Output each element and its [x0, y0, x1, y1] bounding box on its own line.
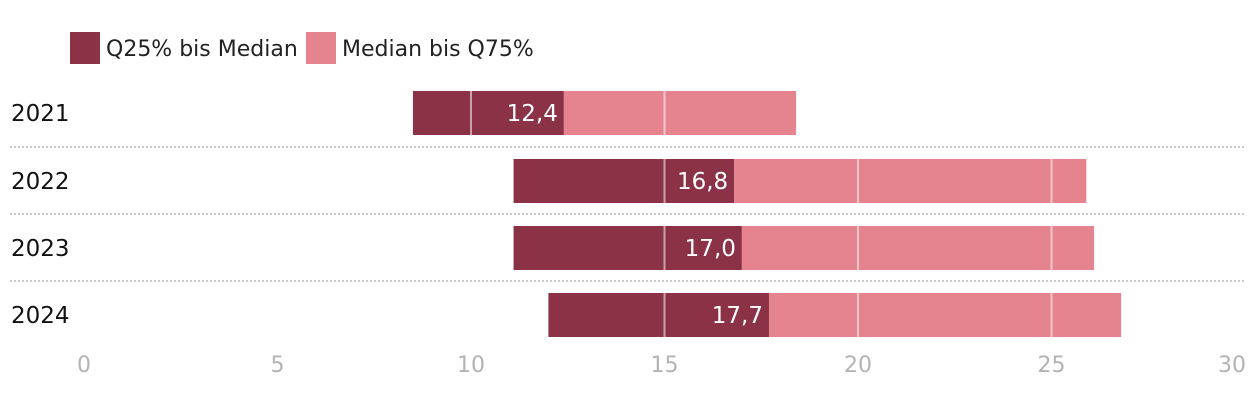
- category-label-2022: 2022: [11, 169, 70, 195]
- bar-2023-series-2: [741, 226, 1095, 270]
- legend-label-1: Q25% bis Median: [106, 37, 298, 62]
- bar-2022-series-1: [513, 159, 735, 203]
- bar-2023-series-1: [513, 226, 742, 270]
- chart-legend: Q25% bis Median Median bis Q75%: [70, 32, 534, 64]
- x-tick-label-30: 30: [1218, 353, 1246, 378]
- legend-swatch-2: [306, 32, 336, 64]
- row-separators: [10, 146, 1245, 282]
- x-tick-label-20: 20: [844, 353, 872, 378]
- bars-layer: [412, 91, 1122, 337]
- category-label-2021: 2021: [11, 101, 70, 127]
- bar-2024-series-1: [548, 293, 769, 337]
- category-label-2024: 2024: [11, 303, 70, 329]
- x-tick-label-15: 15: [651, 353, 679, 378]
- category-labels-layer: 2021 2022 2023 2024: [11, 101, 70, 329]
- median-label-2021: 12,4: [507, 101, 558, 127]
- x-tick-label-5: 5: [271, 353, 285, 378]
- bar-2021-series-1: [412, 91, 564, 135]
- category-label-2023: 2023: [11, 236, 70, 262]
- median-labels-layer: 12,4 16,8 17,0 17,7: [507, 101, 763, 329]
- legend-label-2: Median bis Q75%: [342, 37, 534, 62]
- median-label-2023: 17,0: [685, 236, 736, 262]
- x-tick-label-25: 25: [1038, 353, 1066, 378]
- gridlines-layer: [470, 91, 1053, 337]
- x-axis-ticks: 0 5 10 15 20 25 30: [77, 353, 1246, 378]
- legend-swatch-1: [70, 32, 100, 64]
- bar-2021-series-2: [563, 91, 797, 135]
- bar-2024-series-2: [768, 293, 1122, 337]
- median-label-2022: 16,8: [677, 169, 728, 195]
- x-tick-label-10: 10: [457, 353, 485, 378]
- x-tick-label-0: 0: [77, 353, 91, 378]
- bar-2022-series-2: [734, 159, 1087, 203]
- median-label-2024: 17,7: [712, 303, 763, 329]
